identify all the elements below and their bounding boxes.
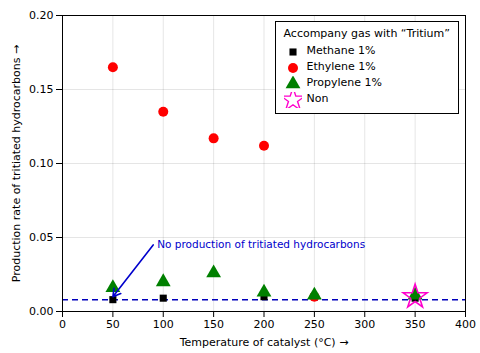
svg-text:0.00: 0.00 — [29, 305, 54, 318]
svg-text:250: 250 — [304, 318, 325, 331]
svg-text:No production of tritiated hyd: No production of tritiated hydrocarbons — [157, 238, 365, 250]
svg-text:0: 0 — [59, 318, 66, 331]
svg-text:0.05: 0.05 — [29, 231, 54, 244]
svg-text:50: 50 — [106, 318, 120, 331]
svg-text:Temperature of catalyst (°C) →: Temperature of catalyst (°C) → — [179, 336, 349, 349]
svg-text:0.10: 0.10 — [29, 157, 54, 170]
svg-text:0.15: 0.15 — [29, 83, 54, 96]
svg-text:0.20: 0.20 — [29, 9, 54, 22]
html-text:Accompany gas with “Tritium”: Accompany gas with “Tritium” — [283, 27, 450, 40]
svg-text:200: 200 — [254, 318, 275, 331]
svg-text:100: 100 — [153, 318, 174, 331]
svg-text:350: 350 — [405, 318, 426, 331]
svg-text:150: 150 — [203, 318, 224, 331]
svg-text:300: 300 — [354, 318, 375, 331]
html-text:Propylene 1%: Propylene 1% — [306, 76, 382, 90]
html-text:Ethylene 1%: Ethylene 1% — [306, 60, 376, 74]
html-text:Methane 1%: Methane 1% — [306, 44, 376, 58]
svg-text:400: 400 — [455, 318, 476, 331]
svg-text:Production rate of tritiated h: Production rate of tritiated hydrocarbon… — [10, 45, 23, 282]
html-text:Non: Non — [306, 92, 329, 106]
